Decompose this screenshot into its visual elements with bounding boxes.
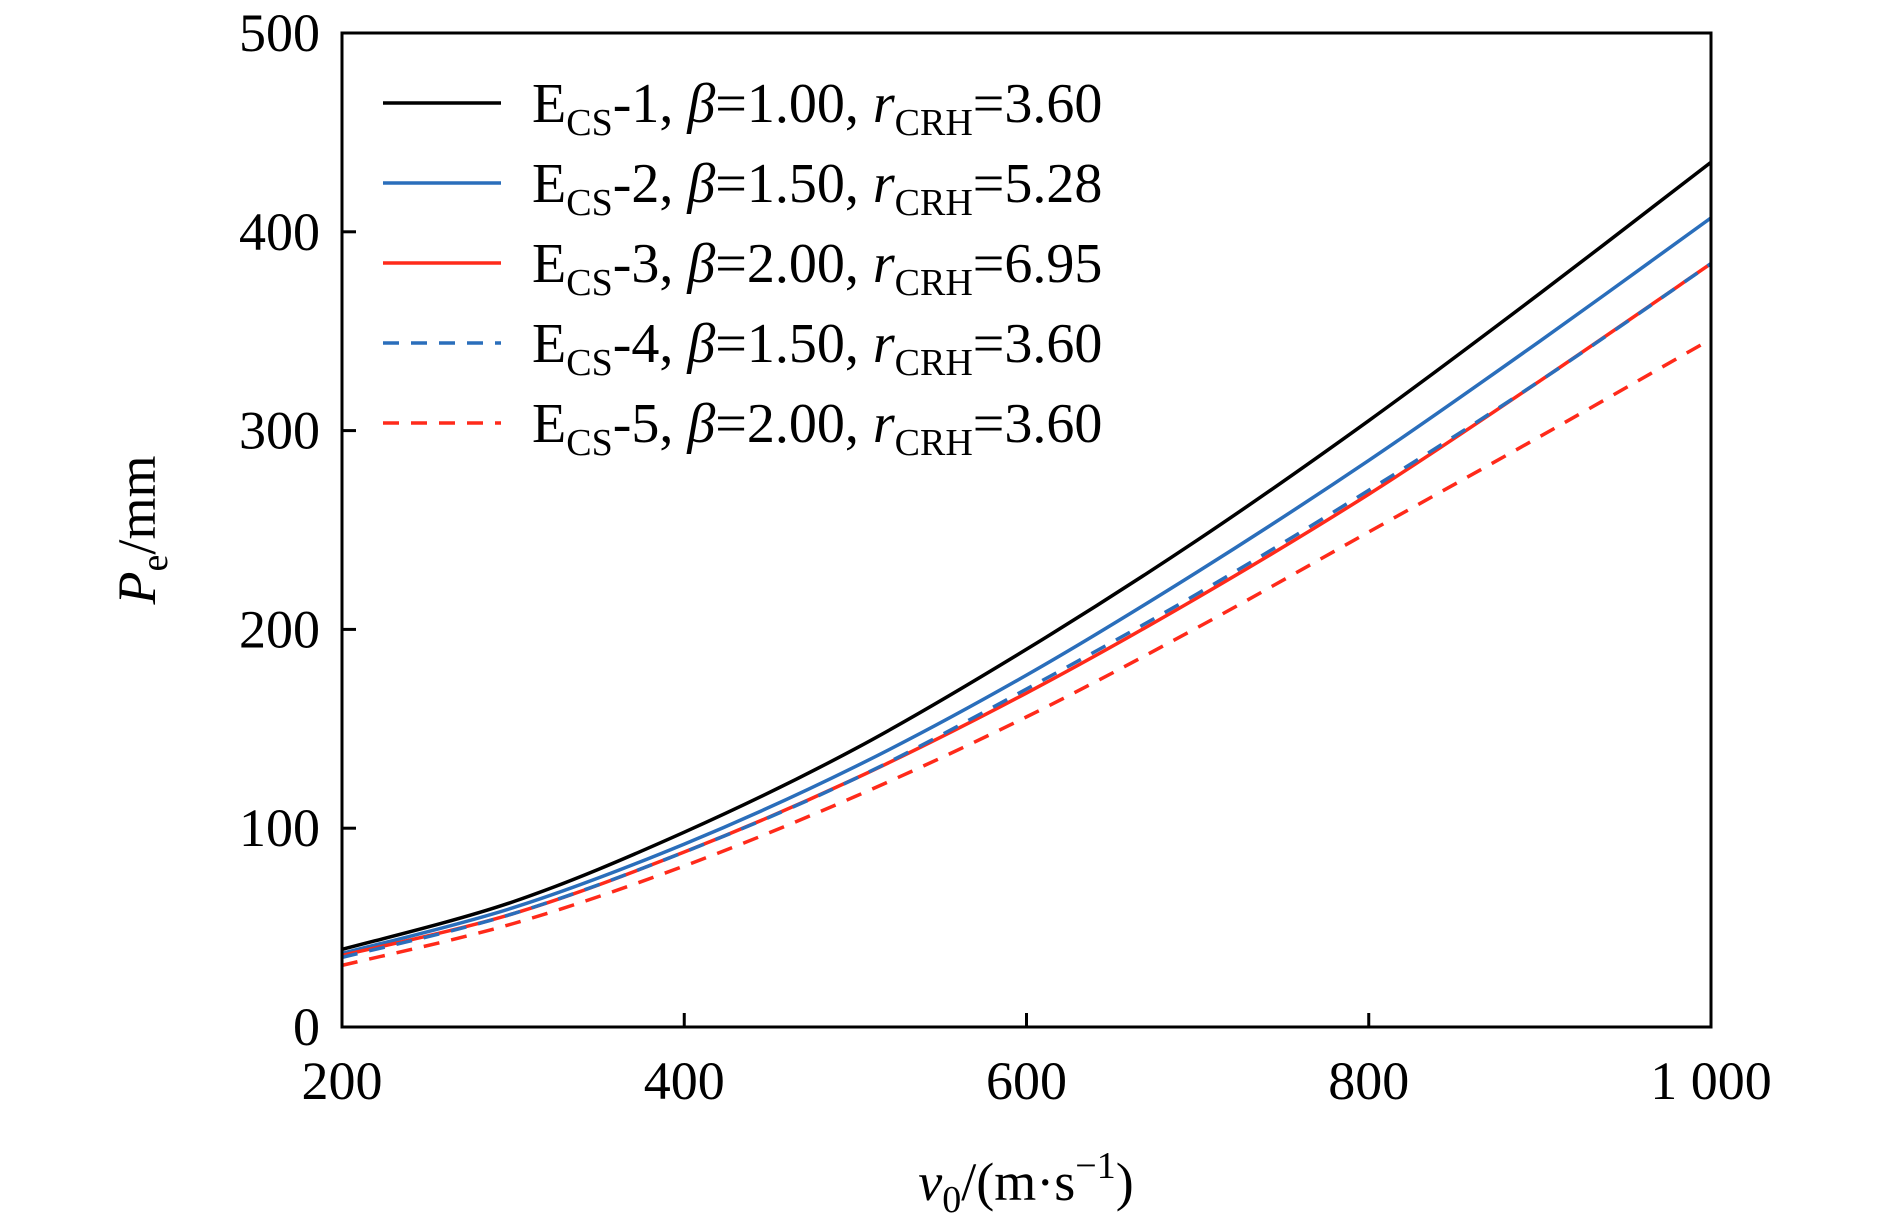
x-tick-label: 1 000 <box>1650 1051 1772 1111</box>
legend-label-5: ECS-5, β=2.00, rCRH=3.60 <box>532 393 1102 464</box>
y-tick-label: 200 <box>239 599 320 659</box>
y-tick-label: 0 <box>293 997 320 1057</box>
series-line-2 <box>341 216 1713 956</box>
legend: ECS-1, β=1.00, rCRH=3.60 ECS-2, β=1.50, r… <box>383 73 1102 464</box>
series-line-4 <box>341 262 1712 960</box>
y-tick-label: 400 <box>239 202 320 262</box>
x-axis-label: v0/(m·s−1) <box>918 1145 1133 1221</box>
y-axis-label-var: P <box>107 571 167 605</box>
x-axis-label-unit-pre: /(m·s <box>961 1152 1075 1212</box>
y-tick-label: 500 <box>239 3 320 63</box>
legend-label-3: ECS-3, β=2.00, rCRH=6.95 <box>532 233 1102 304</box>
x-tick-label: 600 <box>986 1051 1067 1111</box>
legend-label-2: ECS-2, β=1.50, rCRH=5.28 <box>532 153 1102 224</box>
y-axis-label-unit: /mm <box>107 456 167 555</box>
x-tick-label: 200 <box>302 1051 383 1111</box>
x-axis-label-var: v <box>918 1152 942 1212</box>
y-tick-label: 100 <box>239 798 320 858</box>
axis-ticks: 200 400 600 800 1 000 0 100 200 300 400 500 <box>239 3 1772 1111</box>
legend-label-1: ECS-1, β=1.00, rCRH=3.60 <box>532 73 1102 144</box>
series-line-1 <box>341 160 1713 952</box>
x-tick-label: 800 <box>1328 1051 1409 1111</box>
y-axis-label: Pe/mm <box>107 456 176 606</box>
x-tick-label: 400 <box>644 1051 725 1111</box>
series-line-5 <box>341 337 1712 968</box>
x-axis-label-sup: −1 <box>1075 1145 1115 1187</box>
y-axis-label-sub: e <box>134 555 176 572</box>
series-lines <box>341 160 1713 968</box>
x-axis-label-unit-post: ) <box>1116 1152 1134 1212</box>
x-axis-label-sub: 0 <box>942 1179 961 1221</box>
legend-label-4: ECS-4, β=1.50, rCRH=3.60 <box>532 313 1102 384</box>
y-tick-label: 300 <box>239 401 320 461</box>
